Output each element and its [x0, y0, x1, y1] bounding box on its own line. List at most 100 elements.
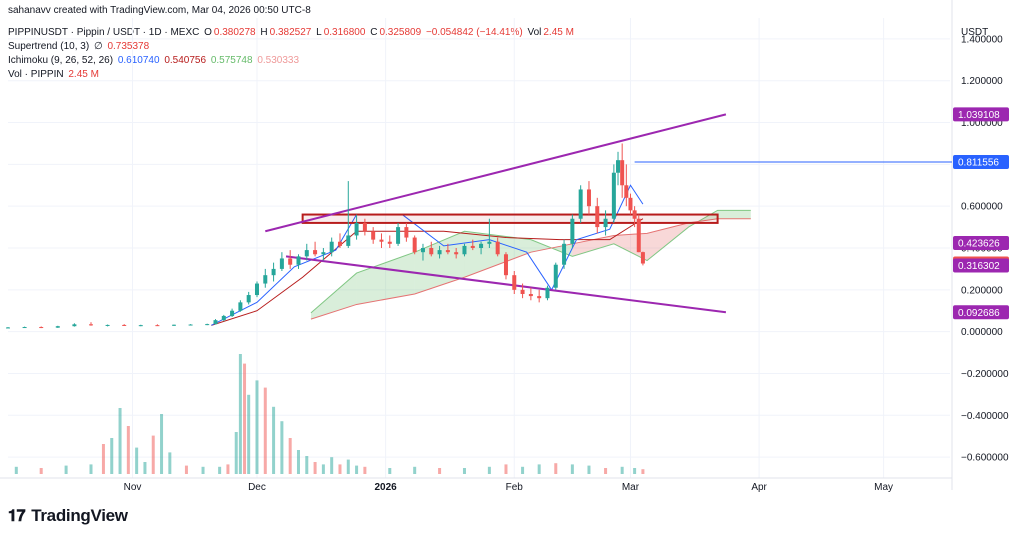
low-label: L	[316, 27, 322, 38]
candle-body	[404, 227, 409, 238]
volume-bar	[296, 450, 300, 474]
volume-bar	[413, 466, 417, 474]
close-label: C	[370, 27, 378, 38]
volume-bar	[587, 465, 591, 474]
tradingview-logo-icon: 𝟏𝟕	[8, 506, 26, 525]
price-label-text: 0.092686	[958, 308, 1000, 319]
candle-body	[230, 310, 235, 316]
candle-body	[337, 241, 342, 246]
volume-value: 2.45 M	[68, 69, 99, 80]
vol-value: 2.45 M	[543, 27, 574, 38]
candle-body	[304, 250, 309, 257]
volume-bar	[305, 456, 309, 474]
volume-bar	[604, 468, 608, 474]
volume-bar	[280, 421, 284, 474]
candle-body	[636, 218, 641, 253]
price-axis-tick: 0.600000	[961, 202, 1003, 213]
candle-body	[603, 218, 608, 228]
volume-bar	[633, 468, 637, 474]
trendline-upper	[265, 113, 727, 233]
symbol-name: PIPPINUSDT · Pippin / USDT · 1D · MEXC	[8, 27, 200, 38]
candle-body	[611, 172, 616, 219]
candle-body	[553, 264, 558, 288]
price-label-badge	[953, 107, 1009, 122]
candle-body	[296, 256, 301, 265]
volume-bar	[14, 466, 18, 474]
candle-body	[138, 325, 143, 327]
volume-bar	[247, 394, 251, 474]
candle-body	[205, 324, 210, 326]
tradingview-logo[interactable]: 𝟏𝟕 TradingView	[8, 506, 128, 526]
supertrend-legend[interactable]: Supertrend (10, 3) ∅ 0.735378	[8, 41, 151, 52]
symbol-legend[interactable]: PIPPINUSDT · Pippin / USDT · 1D · MEXC O…	[8, 27, 576, 38]
candle-body	[454, 252, 459, 255]
volume-legend[interactable]: Vol · PIPPIN 2.45 M	[8, 69, 101, 80]
trendline-lower	[285, 255, 727, 314]
ichimoku-cloud-segment	[647, 222, 689, 261]
volume-bar	[143, 462, 147, 474]
price-axis-tick: 1.000000	[961, 118, 1003, 129]
candle-body	[105, 324, 110, 326]
volume-bar	[570, 464, 574, 474]
candle-body	[122, 324, 127, 326]
candle-body	[321, 252, 326, 255]
ichimoku-cloud-segment	[356, 252, 415, 305]
volume-bar	[201, 466, 205, 474]
supertrend-label: Supertrend (10, 3)	[8, 41, 90, 52]
candle-body	[346, 235, 351, 246]
candle-body	[628, 197, 633, 211]
volume-bar	[438, 468, 442, 474]
chart-credit: sahanavv created with TradingView.com, M…	[8, 5, 311, 16]
candle-body	[640, 252, 645, 264]
price-axis-currency: USDT	[961, 27, 989, 38]
candle-body	[537, 296, 542, 299]
candle-body	[616, 160, 621, 173]
candle-body	[254, 283, 259, 296]
candle-body	[412, 237, 417, 253]
price-label-badge	[953, 236, 1009, 251]
candle-body	[246, 295, 251, 303]
ichimoku-cloud-segment	[717, 210, 751, 219]
candle-body	[155, 325, 160, 327]
price-axis-tick: 0.000000	[961, 327, 1003, 338]
ichimoku-span-b-value: 0.530333	[257, 55, 300, 66]
volume-bar	[89, 464, 93, 474]
price-label-text: 0.316302	[958, 261, 1000, 272]
candle-body	[387, 241, 392, 244]
candle-body	[586, 189, 591, 207]
volume-bar	[288, 438, 292, 474]
volume-bar	[151, 435, 155, 474]
volume-bar	[126, 426, 130, 474]
candle-body	[6, 327, 10, 329]
ichimoku-cloud-segment	[414, 231, 465, 294]
volume-bar	[263, 387, 267, 474]
volume-bar	[355, 465, 359, 474]
volume-bar	[641, 469, 645, 474]
candle-body	[396, 227, 401, 244]
resistance-zone	[301, 213, 719, 224]
volume-bar	[330, 457, 334, 474]
price-axis-tick: 1.400000	[961, 34, 1003, 45]
volume-bar	[234, 432, 238, 474]
supertrend-value: 0.735378	[107, 41, 150, 52]
open-value: 0.380278	[213, 27, 256, 38]
volume-bar	[160, 414, 164, 474]
candle-body	[329, 241, 334, 253]
ichimoku-tenkan-line	[211, 184, 644, 326]
candle-body	[420, 248, 425, 253]
volume-label: Vol · PIPPIN	[8, 69, 64, 80]
candle-body	[379, 239, 384, 242]
volume-bar	[64, 465, 68, 474]
ichimoku-legend[interactable]: Ichimoku (9, 26, 52, 26) 0.610740 0.5407…	[8, 55, 301, 66]
volume-bar	[363, 466, 367, 474]
volume-bar	[135, 447, 139, 474]
candle-body	[39, 327, 44, 329]
volume-bar	[462, 468, 466, 474]
candle-body	[462, 245, 467, 255]
candle-body	[88, 324, 93, 326]
volume-bar	[110, 438, 114, 474]
candle-body	[362, 222, 367, 232]
open-label: O	[204, 27, 212, 38]
candle-body	[263, 275, 268, 284]
